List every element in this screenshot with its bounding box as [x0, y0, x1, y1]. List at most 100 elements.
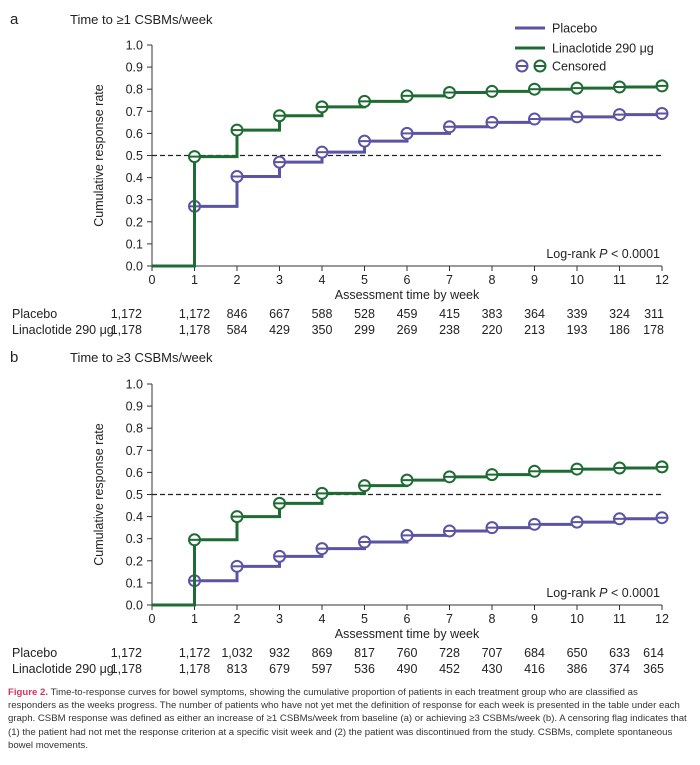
- x-tick-label: 5: [361, 612, 368, 626]
- risk-cell: 1,172: [179, 307, 210, 321]
- x-tick-label: 12: [655, 273, 669, 287]
- y-tick-label: 0.9: [126, 400, 143, 414]
- risk-cell: 299: [354, 323, 375, 337]
- risk-row-label: Placebo: [12, 646, 57, 660]
- x-tick-label: 8: [489, 612, 496, 626]
- risk-cell: 490: [397, 662, 418, 676]
- y-tick-label: 1.0: [126, 378, 143, 392]
- risk-cell: 760: [397, 646, 418, 660]
- y-tick-label: 0.7: [126, 105, 143, 119]
- chart-panel-b: b Time to ≥3 CSBMs/week 0.0 0.1 0.2 0.3 0.4 0.5…: [10, 349, 669, 676]
- risk-cell: 536: [354, 662, 375, 676]
- legend-label: Linaclotide 290 μg: [552, 42, 654, 56]
- risk-cell: 430: [482, 662, 503, 676]
- logrank-annotation: Log-rank P < 0.0001: [546, 247, 660, 261]
- risk-cell: 707: [482, 646, 503, 660]
- risk-cell: 459: [397, 307, 418, 321]
- x-tick-label: 3: [276, 612, 283, 626]
- figure-2: a Time to ≥1 CSBMs/week 0.0 0.1 0.2 0.3 0.4 0.5…: [10, 11, 669, 676]
- risk-cell: 220: [482, 323, 503, 337]
- x-tick-label: 2: [234, 273, 241, 287]
- x-tick-label: 5: [361, 273, 368, 287]
- risk-cell: 238: [439, 323, 460, 337]
- risk-cell: 1,032: [221, 646, 252, 660]
- risk-cell: 1,178: [179, 662, 210, 676]
- y-tick-label: 0.0: [126, 599, 143, 613]
- risk-row-label: Linaclotide 290 μg: [12, 323, 114, 337]
- risk-cell: 584: [227, 323, 248, 337]
- y-tick-label: 0.8: [126, 422, 143, 436]
- x-tick-label: 2: [234, 612, 241, 626]
- logrank-annotation: Log-rank P < 0.0001: [546, 586, 660, 600]
- y-tick-label: 0.4: [126, 171, 143, 185]
- x-axis-label: Assessment time by week: [335, 627, 480, 641]
- y-tick-label: 0.4: [126, 510, 143, 524]
- risk-cell: 1,178: [179, 323, 210, 337]
- x-tick-label: 9: [531, 612, 538, 626]
- risk-cell: 597: [312, 662, 333, 676]
- x-tick-label: 7: [446, 273, 453, 287]
- risk-cell: 452: [439, 662, 460, 676]
- risk-cell: 269: [397, 323, 418, 337]
- risk-cell: 650: [567, 646, 588, 660]
- risk-cell: 813: [227, 662, 248, 676]
- y-tick-label: 0.9: [126, 61, 143, 75]
- risk-cell: 1,178: [111, 662, 142, 676]
- risk-cell: 364: [524, 307, 545, 321]
- x-tick-label: 4: [319, 273, 326, 287]
- risk-row-label: Placebo: [12, 307, 57, 321]
- risk-cell: 1,178: [111, 323, 142, 337]
- risk-row-label: Linaclotide 290 μg: [12, 662, 114, 676]
- panel-label: b: [10, 349, 18, 366]
- risk-cell: 614: [643, 646, 664, 660]
- y-tick-label: 0.0: [126, 260, 143, 274]
- risk-cell: 1,172: [111, 646, 142, 660]
- y-tick-label: 0.8: [126, 83, 143, 97]
- risk-cell: 193: [567, 323, 588, 337]
- risk-table: Placebo 1,172 1,172 846 667 588 528 459 415 383 36…: [12, 307, 664, 337]
- y-axis-label: Cumulative response rate: [92, 423, 106, 565]
- series-line-linaclotide: [152, 85, 664, 268]
- x-tick-label: 1: [191, 612, 198, 626]
- x-tick-label: 7: [446, 612, 453, 626]
- risk-cell: 365: [643, 662, 664, 676]
- x-tick-label: 1: [191, 273, 198, 287]
- risk-cell: 1,172: [179, 646, 210, 660]
- risk-cell: 178: [643, 323, 664, 337]
- risk-cell: 386: [567, 662, 588, 676]
- risk-cell: 528: [354, 307, 375, 321]
- x-tick-label: 10: [570, 612, 584, 626]
- risk-cell: 633: [609, 646, 630, 660]
- y-tick-label: 0.2: [126, 554, 143, 568]
- chart-title: Time to ≥3 CSBMs/week: [70, 350, 213, 365]
- risk-cell: 932: [269, 646, 290, 660]
- y-axis-label: Cumulative response rate: [92, 84, 106, 226]
- risk-cell: 311: [644, 307, 664, 321]
- x-tick-label: 11: [613, 273, 626, 287]
- risk-cell: 350: [312, 323, 333, 337]
- risk-cell: 1,172: [111, 307, 142, 321]
- y-tick-label: 0.7: [126, 444, 143, 458]
- risk-cell: 684: [524, 646, 545, 660]
- chart-title: Time to ≥1 CSBMs/week: [70, 12, 213, 27]
- risk-cell: 324: [609, 307, 630, 321]
- risk-cell: 416: [524, 662, 545, 676]
- x-tick-label: 0: [149, 612, 156, 626]
- x-tick-label: 6: [404, 273, 411, 287]
- risk-cell: 817: [354, 646, 375, 660]
- y-tick-label: 0.6: [126, 466, 143, 480]
- x-tick-label: 4: [319, 612, 326, 626]
- x-tick-label: 6: [404, 612, 411, 626]
- y-tick-label: 0.6: [126, 127, 143, 141]
- x-tick-label: 3: [276, 273, 283, 287]
- chart-panel-a: a Time to ≥1 CSBMs/week 0.0 0.1 0.2 0.3 0.4 0.5…: [10, 11, 669, 337]
- x-tick-label: 9: [531, 273, 538, 287]
- risk-cell: 213: [524, 323, 545, 337]
- risk-cell: 374: [609, 662, 630, 676]
- x-tick-label: 11: [613, 612, 626, 626]
- risk-cell: 588: [312, 307, 333, 321]
- risk-cell: 869: [312, 646, 333, 660]
- risk-cell: 728: [439, 646, 460, 660]
- risk-cell: 429: [269, 323, 290, 337]
- risk-cell: 415: [439, 307, 460, 321]
